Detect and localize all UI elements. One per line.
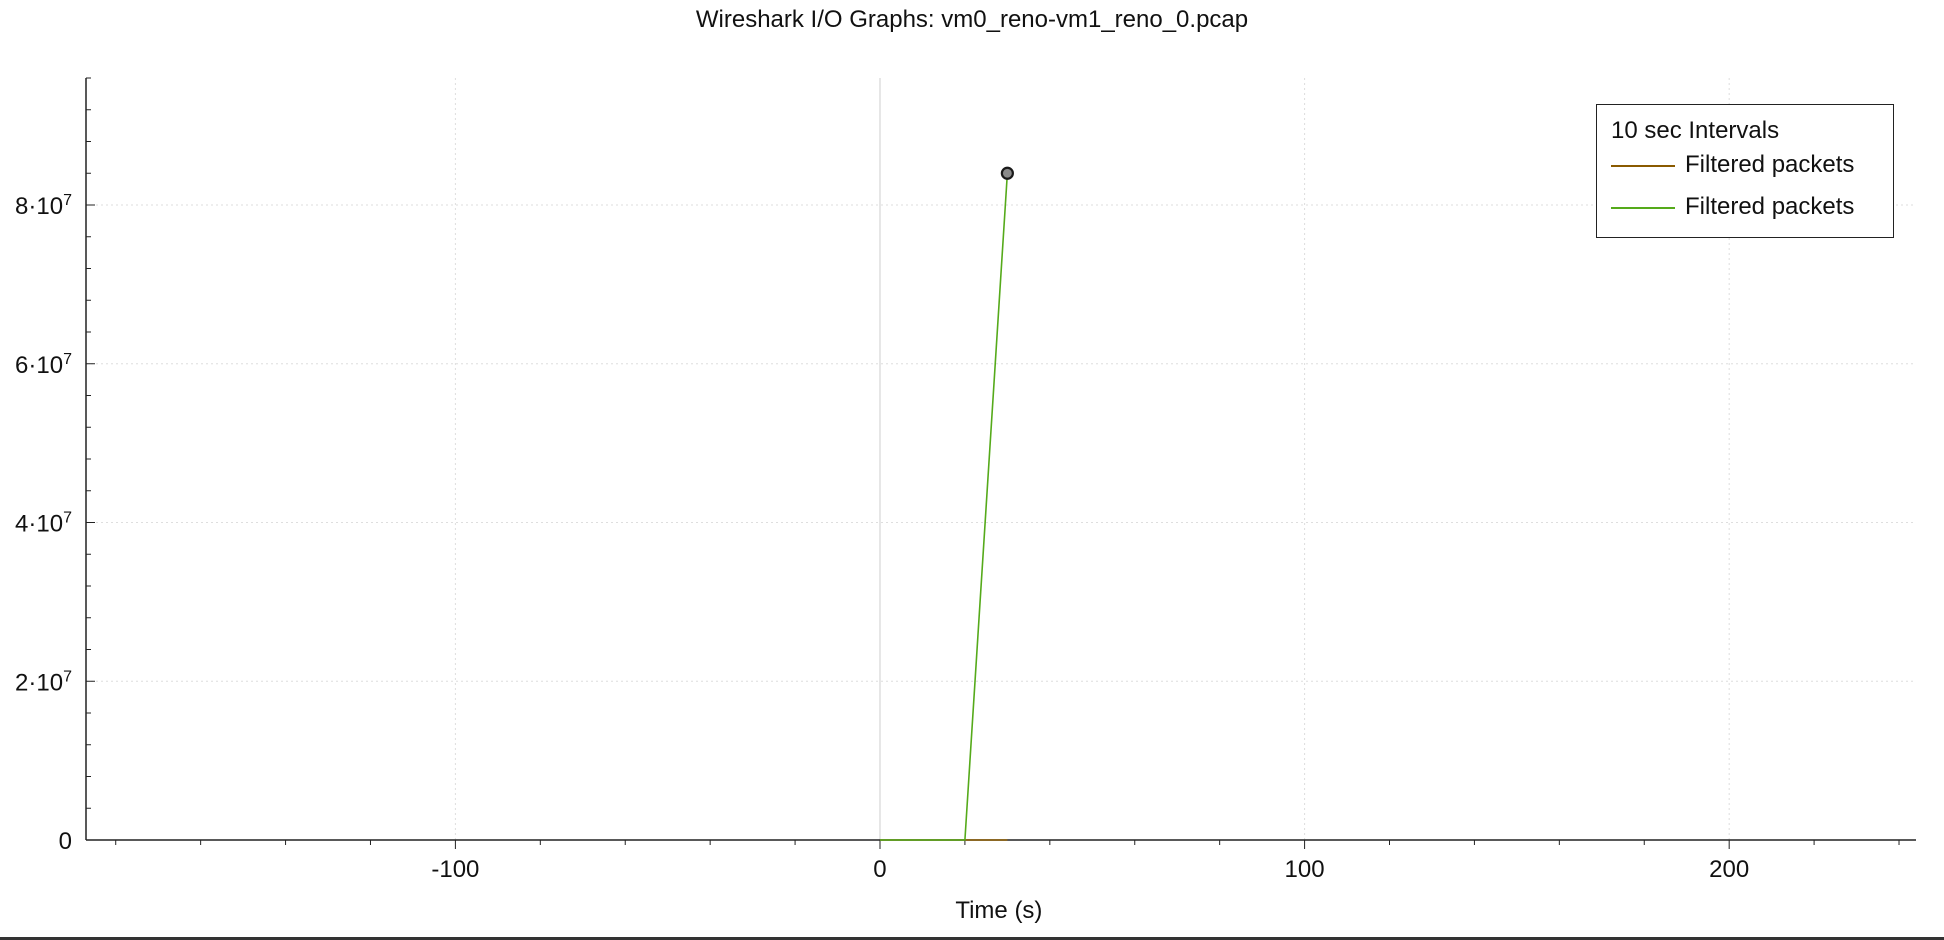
data-point-marker bbox=[1000, 166, 1014, 180]
x-axis-title: Time (s) bbox=[955, 897, 1042, 924]
chart-title: Wireshark I/O Graphs: vm0_reno-vm1_reno_… bbox=[695, 6, 1249, 33]
x-tick-label: 200 bbox=[1709, 856, 1749, 883]
series-lines bbox=[879, 173, 1009, 841]
legend-swatch-series-1 bbox=[1611, 165, 1675, 167]
x-tick-label: -100 bbox=[431, 856, 479, 883]
legend-label-series-2: Filtered packets bbox=[1685, 193, 1855, 220]
y-tick-label: 8·107 bbox=[15, 192, 72, 220]
legend-label-series-1: Filtered packets bbox=[1685, 151, 1855, 178]
x-tick-label: 0 bbox=[873, 856, 886, 883]
window-bottom-border bbox=[0, 937, 1944, 940]
legend: 10 sec Intervals Filtered packets Filter… bbox=[1596, 104, 1894, 238]
x-tick-label: 100 bbox=[1285, 856, 1325, 883]
legend-swatch-series-2 bbox=[1611, 207, 1675, 209]
y-tick-label: 2·107 bbox=[15, 668, 72, 696]
y-tick-label: 0 bbox=[59, 828, 72, 855]
y-tick-label: 6·107 bbox=[15, 351, 72, 379]
y-tick-label: 4·107 bbox=[15, 510, 72, 538]
point-markers bbox=[1000, 166, 1014, 180]
tick-labels: -100 0 100 200 0 2·107 4·107 6·107 8·107 Time (s) bbox=[15, 192, 1749, 924]
series-line-2 bbox=[879, 173, 1009, 841]
legend-title: 10 sec Intervals bbox=[1611, 117, 1780, 144]
